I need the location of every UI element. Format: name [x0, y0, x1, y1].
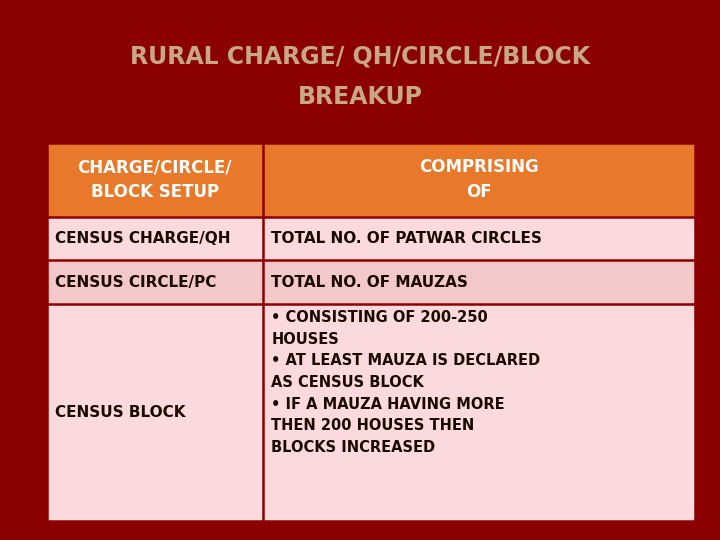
Text: CENSUS BLOCK: CENSUS BLOCK [55, 405, 186, 420]
Bar [263, 217, 695, 260]
Text: CENSUS CHARGE/QH: CENSUS CHARGE/QH [55, 231, 231, 246]
Bar [47, 260, 263, 303]
Text: CENSUS CIRCLE/PC: CENSUS CIRCLE/PC [55, 274, 217, 289]
Text: RURAL CHARGE/ QH/CIRCLE/BLOCK: RURAL CHARGE/ QH/CIRCLE/BLOCK [130, 45, 590, 69]
Text: TOTAL NO. OF MAUZAS: TOTAL NO. OF MAUZAS [271, 274, 468, 289]
Bar [47, 143, 263, 217]
Bar [263, 260, 695, 303]
Text: CHARGE/CIRCLE/
BLOCK SETUP: CHARGE/CIRCLE/ BLOCK SETUP [78, 158, 232, 201]
Bar [47, 303, 263, 521]
Bar [263, 143, 695, 217]
Bar [263, 303, 695, 521]
Text: • CONSISTING OF 200-250
HOUSES
• AT LEAST MAUZA IS DECLARED
AS CENSUS BLOCK
• IF: • CONSISTING OF 200-250 HOUSES • AT LEAS… [271, 310, 541, 455]
Text: BREAKUP: BREAKUP [297, 85, 423, 109]
Text: TOTAL NO. OF PATWAR CIRCLES: TOTAL NO. OF PATWAR CIRCLES [271, 231, 542, 246]
Bar [47, 217, 263, 260]
Text: COMPRISING
OF: COMPRISING OF [419, 158, 539, 201]
